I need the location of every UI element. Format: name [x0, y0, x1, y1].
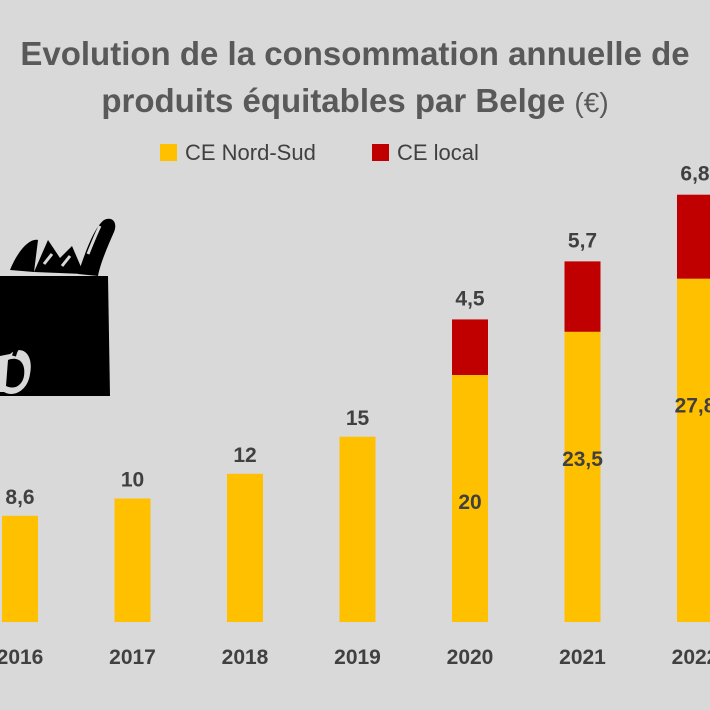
- data-label-nord-sud-2022: 27,8: [675, 395, 710, 418]
- legend-item-nord-sud: CE Nord-Sud: [160, 140, 316, 166]
- title-unit: (€): [574, 87, 609, 118]
- bar-nord-sud-2019: [339, 436, 376, 622]
- x-tick-label-2021: 2021: [559, 646, 606, 669]
- data-label-nord-sud-2018: 12: [233, 444, 256, 467]
- data-label-local-2021: 5,7: [568, 229, 597, 252]
- legend-swatch-nord-sud: [160, 144, 177, 161]
- bar-local-2022: [677, 194, 710, 279]
- legend-label-local: CE local: [396, 140, 479, 165]
- bar-nord-sud-2020: [452, 375, 488, 622]
- grocery-bag-icon: [0, 218, 116, 396]
- x-tick-label-2022: 2022: [672, 646, 710, 669]
- x-tick-label-2018: 2018: [222, 646, 269, 669]
- bar-nord-sud-2022: [677, 278, 710, 622]
- chart-title: Evolution de la consommation annuelle de…: [0, 30, 710, 126]
- bar-nord-sud-2018: [227, 473, 263, 622]
- legend-item-local: CE local: [371, 140, 479, 166]
- data-label-nord-sud-2021: 23,5: [562, 448, 603, 471]
- legend-swatch-local: [371, 144, 389, 161]
- data-label-nord-sud-2020: 20: [458, 491, 481, 514]
- title-line-2: produits équitables par Belge (€): [0, 77, 710, 126]
- bar-local-2020: [452, 319, 488, 375]
- bar-nord-sud-2017: [114, 498, 151, 622]
- legend-label-nord-sud: CE Nord-Sud: [185, 140, 316, 165]
- data-label-local-2020: 4,5: [455, 287, 485, 310]
- data-label-nord-sud-2019: 15: [346, 407, 370, 430]
- x-tick-label-2017: 2017: [109, 646, 156, 669]
- x-tick-label-2020: 2020: [447, 646, 494, 669]
- x-tick-label-2019: 2019: [334, 646, 381, 669]
- title-line-2-text: produits équitables par Belge: [101, 82, 566, 119]
- legend: CE Nord-Sud CE local: [160, 140, 529, 166]
- data-label-local-2022: 6,8: [680, 163, 710, 186]
- bar-nord-sud-2021: [564, 331, 601, 622]
- title-line-1: Evolution de la consommation annuelle de: [20, 35, 690, 72]
- data-label-nord-sud-2017: 10: [121, 469, 144, 492]
- bar-nord-sud-2016: [2, 515, 38, 622]
- data-label-nord-sud-2016: 8,6: [5, 486, 34, 509]
- bar-local-2021: [564, 261, 601, 332]
- x-tick-label-2016: 2016: [0, 646, 43, 669]
